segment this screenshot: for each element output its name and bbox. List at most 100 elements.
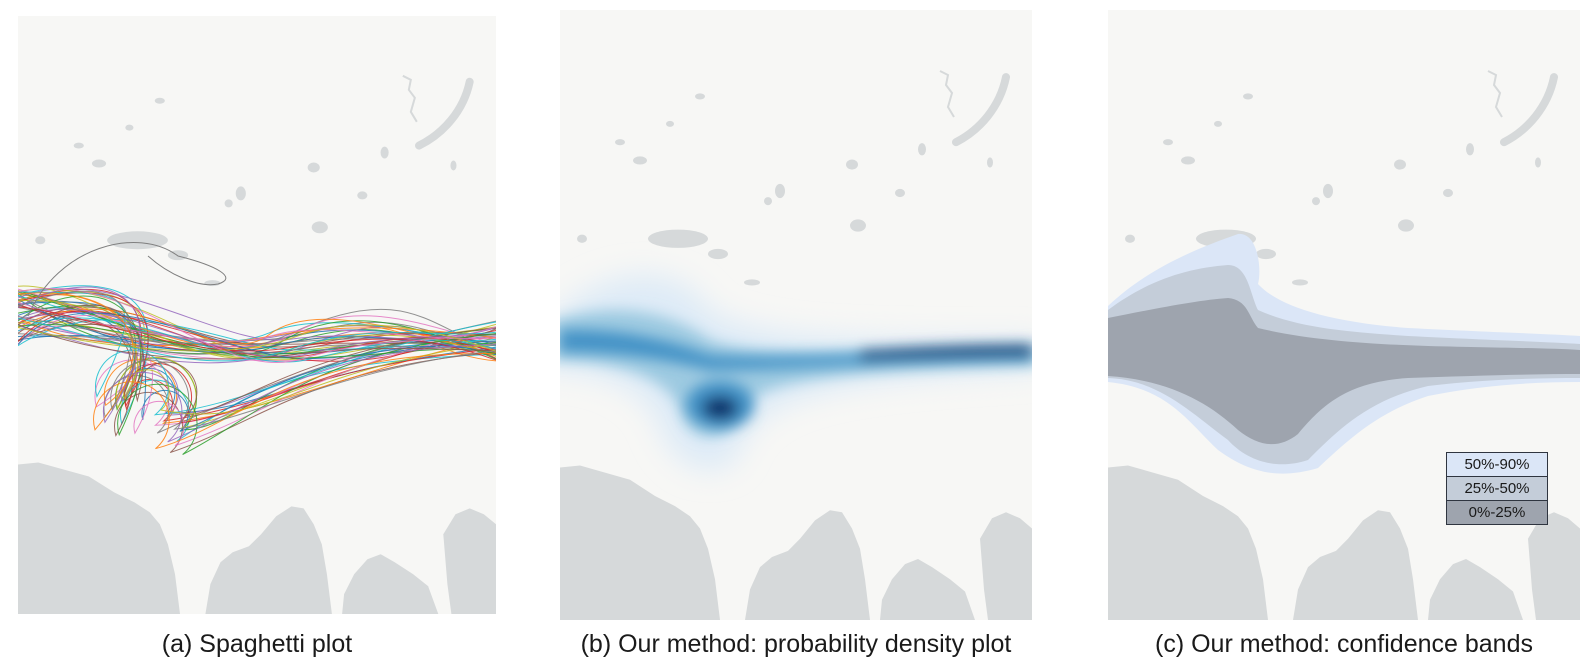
track-line (18, 304, 496, 417)
river (402, 74, 418, 123)
legend-label: 25%-50% (1464, 480, 1530, 497)
density-mid (560, 310, 1032, 437)
lake (1163, 139, 1173, 146)
lake (357, 191, 368, 200)
lake (224, 199, 233, 208)
caption-c: (c) Our method: confidence bands (1155, 630, 1533, 658)
lake (35, 236, 46, 245)
lake (125, 124, 134, 131)
density-core (560, 329, 1032, 429)
lake (987, 157, 993, 168)
lake (695, 93, 705, 100)
lake (1125, 234, 1135, 243)
legend-label: 50%-90% (1464, 456, 1530, 473)
lake (648, 229, 708, 248)
lake (73, 142, 84, 149)
lake (775, 183, 785, 199)
lake-arc (1500, 73, 1558, 147)
lake (846, 159, 858, 170)
lake (708, 248, 728, 260)
panel-bands (1108, 10, 1580, 620)
track-line (18, 290, 496, 430)
lake (1243, 93, 1253, 100)
lake (307, 162, 320, 173)
track-line (18, 308, 496, 358)
bands-map (1108, 10, 1580, 620)
lake (666, 120, 674, 127)
density-map (560, 10, 1032, 620)
lake (154, 97, 165, 104)
lake-arc (415, 77, 474, 150)
lake (380, 146, 389, 159)
track-line (18, 316, 496, 354)
spaghetti-map (18, 16, 496, 614)
lake-arc (952, 73, 1010, 147)
lake (235, 186, 246, 201)
track-line (18, 291, 496, 416)
density-band (560, 310, 1032, 437)
land-features (1108, 70, 1580, 620)
land-south-central (205, 506, 332, 614)
track-line (18, 324, 496, 352)
land-south-central (1293, 510, 1418, 620)
lake (1323, 183, 1333, 199)
track-line (18, 287, 496, 364)
lake (1443, 188, 1453, 198)
lake (1181, 156, 1195, 165)
lake (1394, 159, 1406, 170)
lake (450, 160, 457, 171)
caption-a: (a) Spaghetti plot (161, 630, 353, 658)
lake (577, 234, 587, 243)
confidence-bands (1108, 233, 1580, 474)
lake (633, 156, 647, 165)
track-line (18, 286, 496, 443)
bands-legend: 50%-90% 25%-50% 0%-25% (1446, 452, 1548, 525)
caption-b: (b) Our method: probability density plot (580, 630, 1012, 658)
legend-item-mid: 25%-50% (1447, 477, 1547, 501)
track-line (18, 306, 496, 348)
density-ridge (560, 329, 1032, 370)
track-line (18, 317, 496, 346)
lake (895, 188, 905, 198)
lake (1214, 120, 1222, 127)
land-peninsula (443, 508, 496, 614)
legend-item-outer: 50%-90% (1447, 453, 1547, 477)
legend-label: 0%-25% (1468, 504, 1526, 521)
lake (918, 143, 926, 156)
track-line (18, 324, 496, 360)
land-south-west (560, 465, 720, 620)
density-peak (702, 396, 738, 420)
land-peninsula (980, 512, 1032, 620)
river (939, 70, 955, 118)
track-line (18, 292, 496, 450)
land-south-east (1428, 559, 1523, 620)
lake (311, 221, 328, 234)
land-south-east (880, 559, 975, 620)
lake (204, 280, 221, 287)
lake (744, 279, 760, 286)
lake (1256, 248, 1276, 260)
density-layer (560, 274, 1032, 471)
track-line (18, 306, 496, 361)
track-line (27, 242, 227, 317)
lake (850, 219, 866, 232)
lake (1312, 197, 1320, 206)
track-lines (18, 242, 496, 455)
legend-item-inner: 0%-25% (1447, 501, 1547, 524)
river (1487, 70, 1503, 118)
lake (615, 139, 625, 146)
lake (764, 197, 772, 206)
land-south-west (18, 462, 180, 614)
land-south-central (745, 510, 870, 620)
panel-spaghetti (18, 16, 496, 614)
band-inner (1108, 298, 1580, 445)
density-jet (860, 346, 1032, 360)
land-south-east (342, 554, 439, 614)
land-peninsula (1528, 512, 1580, 620)
land-south-west (1108, 465, 1268, 620)
lake (1535, 157, 1541, 168)
panel-density (560, 10, 1032, 620)
land-features (560, 70, 1032, 620)
lake (1398, 219, 1414, 232)
lake (1292, 279, 1308, 286)
